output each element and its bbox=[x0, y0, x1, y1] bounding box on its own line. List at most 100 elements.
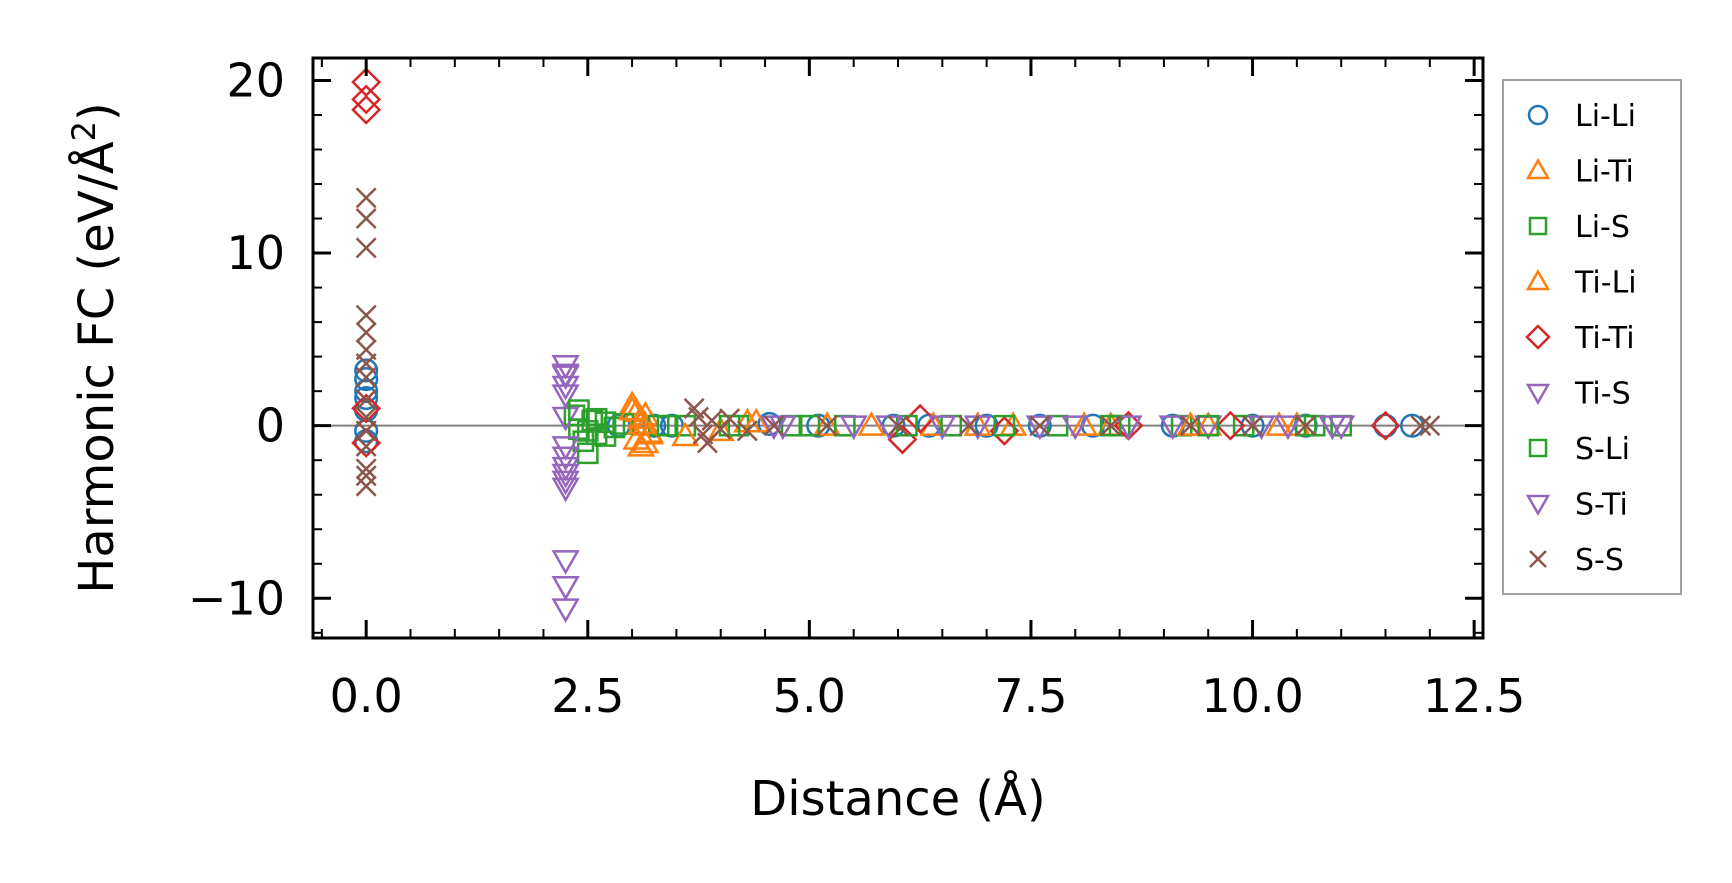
legend-marker-ti-ti bbox=[1525, 324, 1551, 350]
point-s-ti bbox=[551, 477, 580, 503]
legend-marker-li-s bbox=[1528, 216, 1548, 236]
legend-label-ti-ti: Ti-Ti bbox=[1574, 321, 1635, 356]
point-s-ti bbox=[551, 363, 580, 389]
data-marks bbox=[351, 67, 1441, 624]
legend-label-s-s: S-S bbox=[1575, 543, 1624, 578]
point-s-s bbox=[688, 406, 710, 428]
point-ti-s bbox=[551, 470, 580, 496]
point-s-s bbox=[1419, 415, 1441, 437]
point-ti-li bbox=[1069, 411, 1099, 436]
y-axis-title-superscript: 2 bbox=[65, 121, 103, 141]
y-tick-label: 0 bbox=[256, 399, 285, 453]
x-tick-label: 12.5 bbox=[1423, 669, 1525, 723]
point-s-s bbox=[355, 435, 377, 457]
x-tick-label: 7.5 bbox=[994, 669, 1067, 723]
x-axis-title: Distance (Å) bbox=[750, 770, 1045, 827]
point-s-s bbox=[1029, 415, 1051, 437]
point-s-s bbox=[1295, 415, 1317, 437]
legend-label-ti-s: Ti-S bbox=[1574, 377, 1631, 412]
point-s-ti bbox=[1158, 415, 1187, 441]
point-s-s bbox=[355, 304, 377, 326]
x-tick-label: 2.5 bbox=[551, 669, 624, 723]
point-s-s bbox=[355, 420, 377, 442]
legend-label-li-li: Li-Li bbox=[1575, 99, 1636, 134]
point-s-li bbox=[993, 414, 1016, 437]
point-ti-li bbox=[742, 407, 771, 433]
point-ti-s bbox=[551, 550, 580, 575]
point-s-s bbox=[763, 415, 785, 437]
point-s-s bbox=[719, 408, 741, 430]
point-ti-ti bbox=[351, 94, 382, 125]
point-li-ti bbox=[626, 431, 656, 457]
point-s-ti bbox=[551, 463, 580, 489]
point-ti-ti bbox=[351, 84, 382, 115]
legend-marker-s-li bbox=[1528, 438, 1548, 458]
legend-label-li-ti: Li-Ti bbox=[1575, 155, 1634, 190]
point-s-s bbox=[736, 420, 758, 442]
y-tick-label: −10 bbox=[188, 571, 285, 625]
legend-box bbox=[1502, 79, 1682, 595]
point-ti-s bbox=[928, 415, 957, 441]
point-ti-li bbox=[631, 428, 660, 454]
point-ti-s bbox=[1114, 415, 1143, 441]
point-ti-s bbox=[551, 575, 580, 601]
point-li-ti bbox=[706, 416, 735, 442]
x-tick-label: 10.0 bbox=[1201, 669, 1303, 723]
point-li-s bbox=[563, 404, 586, 427]
point-s-s bbox=[355, 366, 377, 388]
point-ti-ti bbox=[905, 403, 936, 434]
point-s-ti bbox=[551, 375, 580, 401]
point-ti-ti bbox=[1215, 410, 1246, 441]
legend-label-s-li: S-Li bbox=[1575, 432, 1630, 467]
y-axis-title-main: Harmonic FC (eV/Å bbox=[68, 141, 125, 594]
point-ti-ti bbox=[1370, 410, 1401, 441]
point-s-ti bbox=[551, 436, 580, 461]
point-li-li bbox=[354, 379, 379, 404]
point-s-li bbox=[1197, 414, 1220, 437]
legend-marker-ti-s bbox=[1525, 383, 1551, 406]
point-s-s bbox=[1242, 415, 1264, 437]
point-s-li bbox=[594, 425, 617, 447]
legend-label-ti-li: Ti-Li bbox=[1574, 266, 1637, 301]
legend-label-s-ti: S-Ti bbox=[1575, 488, 1628, 523]
legend-marker-s-ti bbox=[1525, 494, 1551, 517]
point-ti-li bbox=[671, 421, 700, 447]
legend-marker-li-li bbox=[1527, 104, 1549, 126]
tick-labels: 0.0 2.5 5.0 7.5 10.0 12.5 −10 0 10 20 bbox=[188, 53, 1525, 723]
point-s-s bbox=[355, 208, 377, 230]
plot-frame bbox=[311, 56, 1485, 640]
legend: Li-Li Li-Ti Li-S Ti-Li Ti-Ti Ti-S S-Li S-Ti S-S bbox=[1525, 99, 1637, 578]
point-ti-s bbox=[1273, 415, 1303, 441]
point-s-s bbox=[355, 458, 377, 480]
legend-marker-s-s bbox=[1529, 550, 1547, 568]
point-ti-li bbox=[857, 411, 886, 436]
point-s-s bbox=[958, 415, 980, 437]
point-ti-s bbox=[1025, 415, 1054, 441]
point-s-s bbox=[355, 321, 377, 343]
point-li-li bbox=[757, 411, 782, 437]
point-s-s bbox=[355, 389, 377, 411]
point-s-s bbox=[355, 465, 377, 487]
point-s-s bbox=[355, 237, 377, 259]
legend-label-li-s: Li-S bbox=[1575, 210, 1630, 245]
point-s-s bbox=[1410, 415, 1432, 437]
x-tick-label: 0.0 bbox=[330, 669, 403, 723]
point-s-s bbox=[887, 415, 909, 437]
point-s-s bbox=[816, 415, 838, 437]
y-axis-title-close: ) bbox=[69, 102, 125, 121]
y-axis-title: Harmonic FC (eV/Å2) bbox=[65, 102, 125, 594]
legend-marker-ti-li bbox=[1525, 268, 1551, 291]
point-s-s bbox=[1180, 415, 1201, 437]
point-ti-ti bbox=[351, 393, 382, 424]
y-tick-label: 10 bbox=[226, 226, 285, 280]
point-s-li bbox=[656, 414, 679, 437]
x-tick-label: 5.0 bbox=[773, 669, 846, 723]
point-s-li bbox=[798, 414, 821, 437]
legend-marker-li-ti bbox=[1525, 157, 1551, 180]
point-li-ti bbox=[812, 411, 842, 436]
point-li-li bbox=[1400, 413, 1425, 438]
point-s-li bbox=[1099, 414, 1122, 437]
point-li-li bbox=[1373, 413, 1398, 438]
